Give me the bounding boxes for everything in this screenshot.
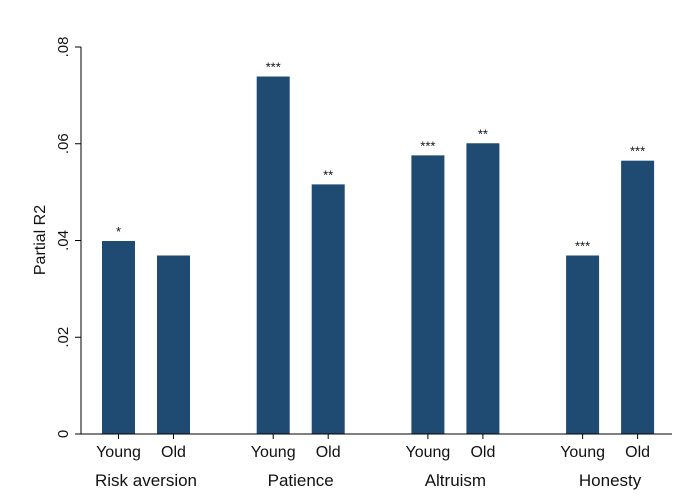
significance-label: ** (323, 167, 333, 182)
significance-label: ** (478, 126, 488, 141)
bars-layer (102, 76, 655, 435)
category-label: Young (406, 444, 451, 461)
significance-labels: ***************** (116, 60, 645, 254)
category-label: Old (470, 444, 495, 461)
bar (411, 155, 445, 435)
y-tick-label: 0 (55, 430, 72, 438)
y-axis-title: Partial R2 (32, 205, 49, 275)
category-label: Young (96, 444, 141, 461)
category-label: Old (161, 444, 186, 461)
y-axis: 0 .02 .04 .06 .08 (55, 37, 82, 438)
significance-label: *** (266, 60, 281, 75)
group-label: Altruism (425, 471, 486, 490)
bar (621, 160, 655, 434)
significance-label: *** (420, 138, 435, 153)
significance-label: *** (575, 238, 590, 253)
bar (466, 143, 500, 435)
significance-label: *** (630, 144, 645, 159)
y-tick-label: .02 (55, 327, 72, 348)
x-axis: Young Old Risk aversion Young Old Patience You… (81, 433, 672, 490)
bar (102, 240, 135, 434)
y-tick-label: .04 (55, 230, 72, 251)
category-label: Old (316, 444, 341, 461)
significance-label: * (116, 224, 121, 239)
bar (566, 255, 600, 434)
group-label: Risk aversion (95, 471, 197, 490)
group-label: Patience (268, 471, 334, 490)
bar (157, 255, 190, 434)
category-label: Old (625, 444, 650, 461)
group-label: Honesty (579, 471, 642, 490)
category-label: Young (251, 444, 296, 461)
y-tick-label: .06 (55, 133, 72, 154)
y-tick-label: .08 (55, 37, 72, 58)
category-label: Young (560, 444, 605, 461)
bar (311, 184, 345, 434)
bar (256, 76, 290, 434)
